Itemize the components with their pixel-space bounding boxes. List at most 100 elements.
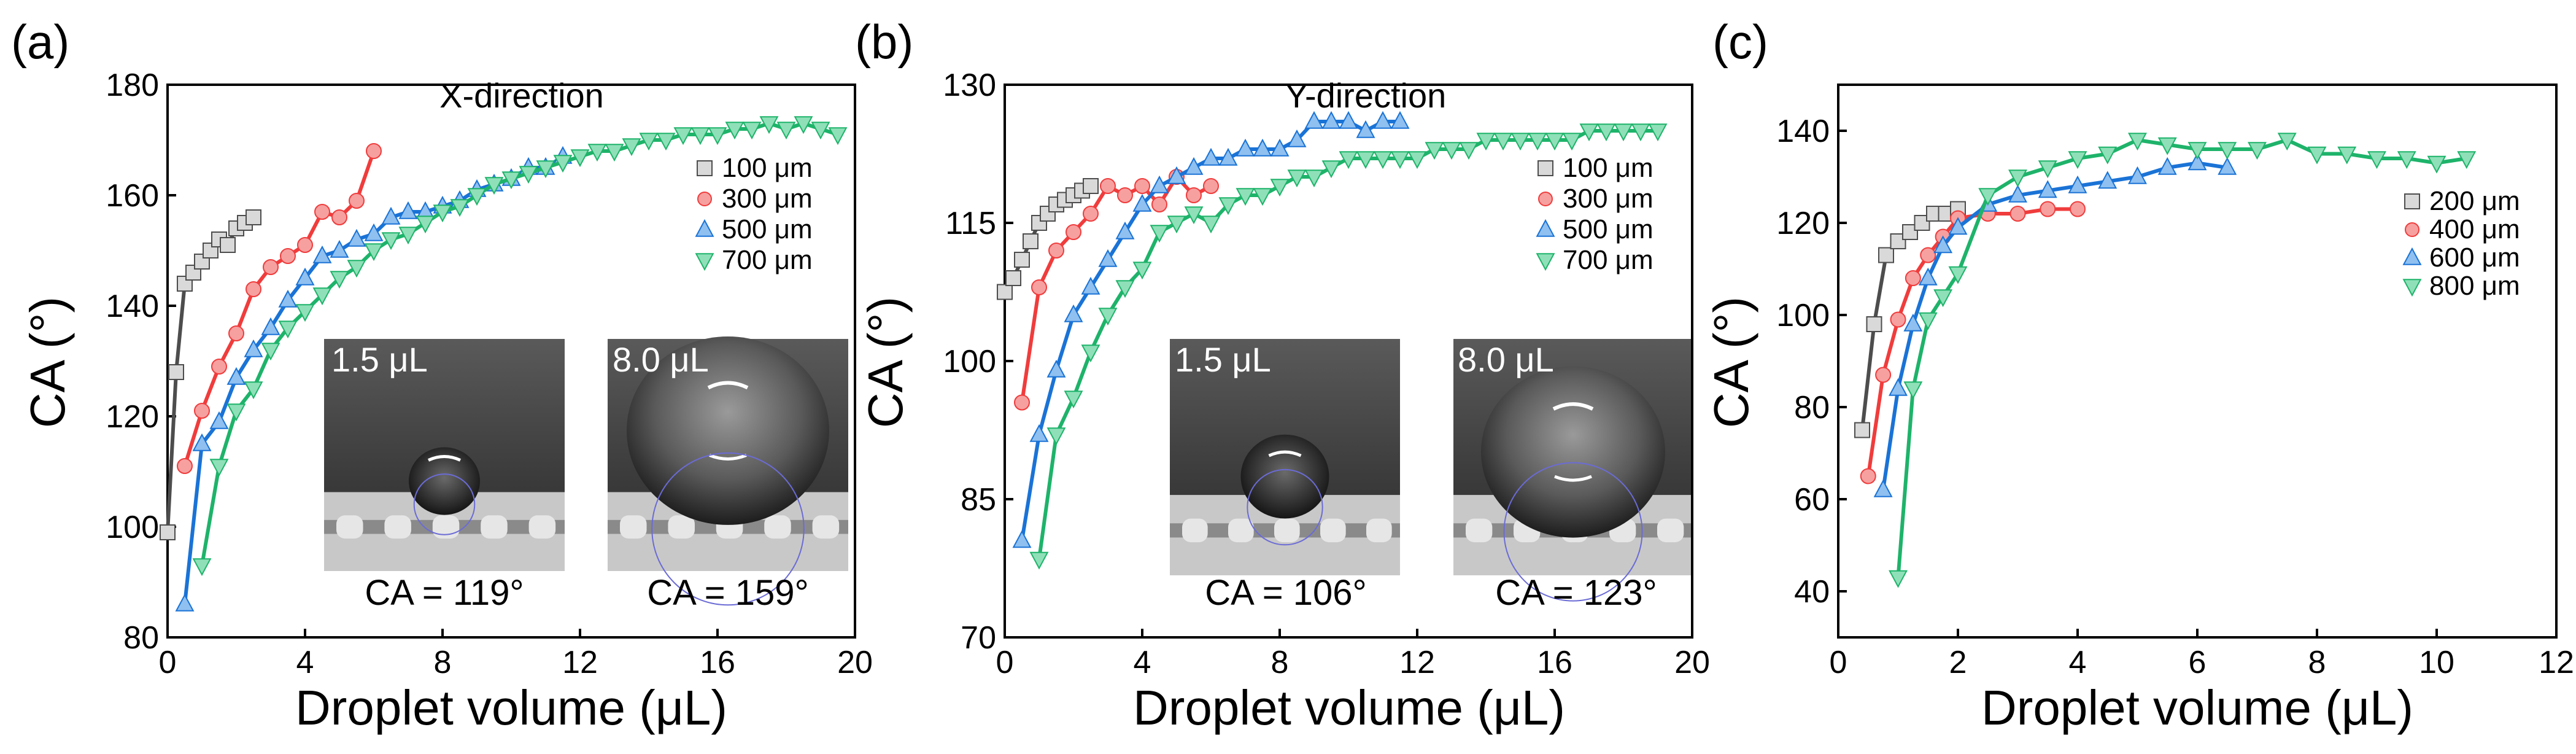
legend-label: 100 μm <box>1563 153 1654 183</box>
data-point <box>192 433 212 451</box>
x-tick-label: 8 <box>1271 645 1289 680</box>
data-point <box>1100 178 1116 194</box>
droplet <box>409 447 480 515</box>
data-point <box>1150 225 1169 243</box>
data-point <box>1218 197 1238 216</box>
data-point <box>2008 169 2027 188</box>
data-point <box>366 143 382 159</box>
data-point <box>209 411 229 429</box>
data-point <box>194 403 210 419</box>
data-point <box>519 166 538 184</box>
data-point <box>725 122 745 140</box>
legend-marker <box>1537 160 1553 176</box>
data-point <box>1373 111 1393 129</box>
data-point <box>1184 206 1204 225</box>
data-point <box>2218 142 2237 160</box>
inset-ca-label: CA = 106° <box>1205 573 1366 613</box>
data-point <box>1866 316 1882 332</box>
data-point <box>2068 175 2087 193</box>
data-point <box>690 127 710 146</box>
data-point <box>1648 123 1668 142</box>
data-point <box>1390 151 1410 169</box>
y-tick-label: 160 <box>106 178 159 214</box>
series-3 <box>1012 111 1410 548</box>
pillar <box>1274 518 1300 543</box>
pillar <box>1366 518 1392 543</box>
data-point <box>1878 247 1894 263</box>
inset-volume-label: 8.0 μL <box>1458 340 1554 379</box>
data-point <box>1287 129 1307 147</box>
data-point <box>349 193 365 209</box>
data-point <box>1132 193 1152 212</box>
x-tick-label: 0 <box>996 645 1014 680</box>
data-point <box>1023 233 1039 249</box>
data-point <box>347 228 366 247</box>
data-point <box>244 339 263 357</box>
legend-marker <box>695 253 714 271</box>
data-point <box>1046 359 1066 378</box>
legend-marker <box>2402 247 2422 265</box>
inset-photo <box>1453 339 1693 602</box>
data-point <box>1854 422 1870 438</box>
droplet <box>1240 434 1329 519</box>
data-point <box>226 367 246 385</box>
data-point <box>246 281 261 297</box>
data-point <box>1304 169 1324 188</box>
data-point <box>2187 152 2207 171</box>
data-point <box>1031 279 1047 295</box>
data-point <box>997 284 1013 300</box>
data-point <box>1978 188 1998 206</box>
y-tick-label: 180 <box>106 68 159 103</box>
series-1 <box>997 178 1099 300</box>
data-point <box>1889 570 1908 588</box>
pillar <box>1466 518 1493 543</box>
pillar <box>432 515 460 539</box>
legend-label: 200 μm <box>2429 186 2520 216</box>
legend-label: 700 μm <box>722 245 813 275</box>
data-point <box>2098 146 2118 165</box>
pillar <box>1320 518 1346 543</box>
data-point <box>1081 344 1100 363</box>
data-point <box>1339 111 1358 129</box>
chart-panel-3: (c) 0 2 4 6 8 10 12 40 60 80 100 120 140 Droplet volum… <box>1704 15 2574 735</box>
x-tick-label: 2 <box>1949 645 1967 680</box>
x-tick-label: 4 <box>2069 645 2087 680</box>
data-point <box>263 259 279 275</box>
data-point <box>1390 111 1410 129</box>
data-point <box>2040 201 2056 217</box>
pillar <box>812 515 840 539</box>
data-point <box>1184 157 1204 175</box>
fit-circle <box>1247 468 1323 546</box>
data-point <box>828 127 848 146</box>
data-point <box>553 155 573 173</box>
data-point <box>175 593 195 612</box>
y-tick-label: 80 <box>1794 390 1830 426</box>
series-1 <box>1854 201 1966 438</box>
data-point <box>1373 151 1393 169</box>
data-point <box>330 239 349 258</box>
data-point <box>1014 252 1030 268</box>
data-point <box>2038 160 2057 179</box>
x-tick-label: 0 <box>159 645 177 680</box>
x-tick-label: 12 <box>562 645 598 680</box>
data-point <box>2457 151 2477 169</box>
legend-label: 500 μm <box>722 214 813 244</box>
data-point <box>1890 233 1906 249</box>
data-point <box>1339 151 1358 169</box>
data-point <box>1459 142 1479 160</box>
legend-marker <box>697 192 712 206</box>
data-point <box>381 232 401 251</box>
data-point <box>347 260 366 278</box>
data-point <box>536 160 555 179</box>
data-point <box>2277 133 2297 151</box>
series-4 <box>192 116 848 577</box>
data-point <box>1064 391 1083 409</box>
data-point <box>2070 201 2086 217</box>
data-point <box>1948 266 1968 284</box>
panel-letter: (b) <box>855 15 913 69</box>
legend-label: 300 μm <box>1563 184 1654 214</box>
data-point <box>261 343 280 361</box>
x-tick-label: 16 <box>1537 645 1572 680</box>
data-point <box>278 289 298 308</box>
series-2 <box>177 143 382 474</box>
